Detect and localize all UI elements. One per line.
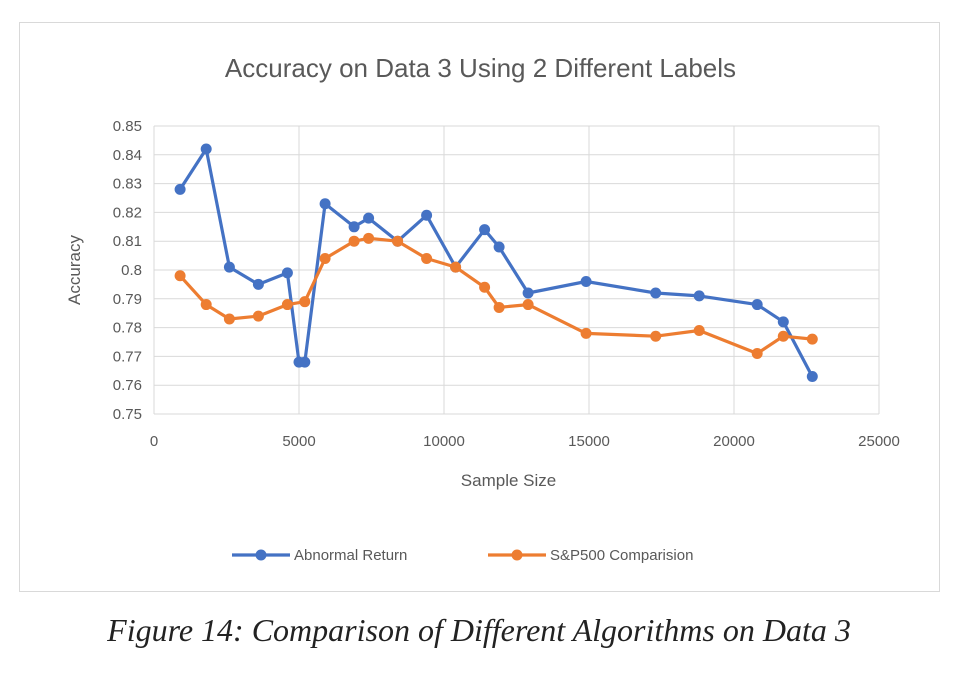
y-tick-label: 0.78 [113,320,142,337]
series-1-point [693,324,705,336]
y-tick-label: 0.77 [113,348,142,365]
legend-swatch-marker [255,549,267,561]
series-0-point [319,198,331,210]
series-1-point [479,281,491,293]
series-1-point [650,330,662,342]
series-0-point [650,287,662,299]
series-0-point [299,356,311,368]
series-0-point [421,209,433,221]
x-tick-label: 15000 [568,433,610,450]
legend-swatch-marker [511,549,523,561]
x-tick-label: 20000 [713,433,755,450]
chart-title: Accuracy on Data 3 Using 2 Different Lab… [224,53,737,83]
y-tick-label: 0.75 [113,406,142,423]
series-1-point [223,313,235,325]
series-0-point [493,241,505,253]
series-1-point [299,296,311,308]
series-1-point [806,333,818,345]
series-0-point [693,290,705,302]
series-1-point [522,299,534,311]
series-0-point [223,261,235,273]
series-1-point [348,235,360,247]
series-1-point [493,301,505,313]
series-0-point [348,221,360,233]
x-tick-label: 10000 [423,433,465,450]
series-line-1 [178,236,813,356]
y-tick-label: 0.76 [113,377,142,394]
x-tick-label: 0 [150,433,158,450]
series-1-point [751,348,763,360]
series-1-point [252,310,264,322]
series-1-point [200,299,212,311]
series-0-point [252,278,264,290]
series-0-point [580,276,592,288]
series-0-point [200,143,212,155]
series-1-point [580,327,592,339]
series-1-point [363,232,375,244]
series-1-point [777,330,789,342]
series-0-point [522,287,534,299]
series-1-point [174,270,186,282]
chart-frame: Accuracy on Data 3 Using 2 Different Lab… [19,22,940,592]
figure-caption: Figure 14: Comparison of Different Algor… [107,612,851,648]
series-line-0 [178,147,814,378]
x-axis-title: Sample Size [461,471,556,490]
y-axis-title: Accuracy [65,235,84,305]
legend-label: S&P500 Comparision [550,547,693,564]
series-1-point [319,252,331,264]
y-tick-label: 0.8 [121,262,142,279]
series-1-point [281,299,293,311]
series-0-point [751,299,763,311]
line-chart: 0.75 0.76 0.77 0.78 0.79 0.8 0.81 0.82 0.83 0.84 0… [65,118,900,564]
series-1-point [421,252,433,264]
series-0-point [174,183,186,195]
y-tick-label: 0.85 [113,118,142,135]
legend-label: Abnormal Return [294,547,407,564]
series-0-point [281,267,293,279]
series-1-point [392,235,404,247]
y-tick-label: 0.81 [113,233,142,250]
x-tick-label: 5000 [282,433,315,450]
y-tick-label: 0.79 [113,291,142,308]
series-0-point [777,316,789,328]
series-0-point [806,371,818,383]
y-tick-label: 0.82 [113,204,142,221]
series-0-point [479,224,491,236]
x-tick-label: 25000 [858,433,900,450]
series-1-point [450,261,462,273]
y-tick-label: 0.83 [113,176,142,193]
series-0-point [363,212,375,224]
y-tick-label: 0.84 [113,147,142,164]
